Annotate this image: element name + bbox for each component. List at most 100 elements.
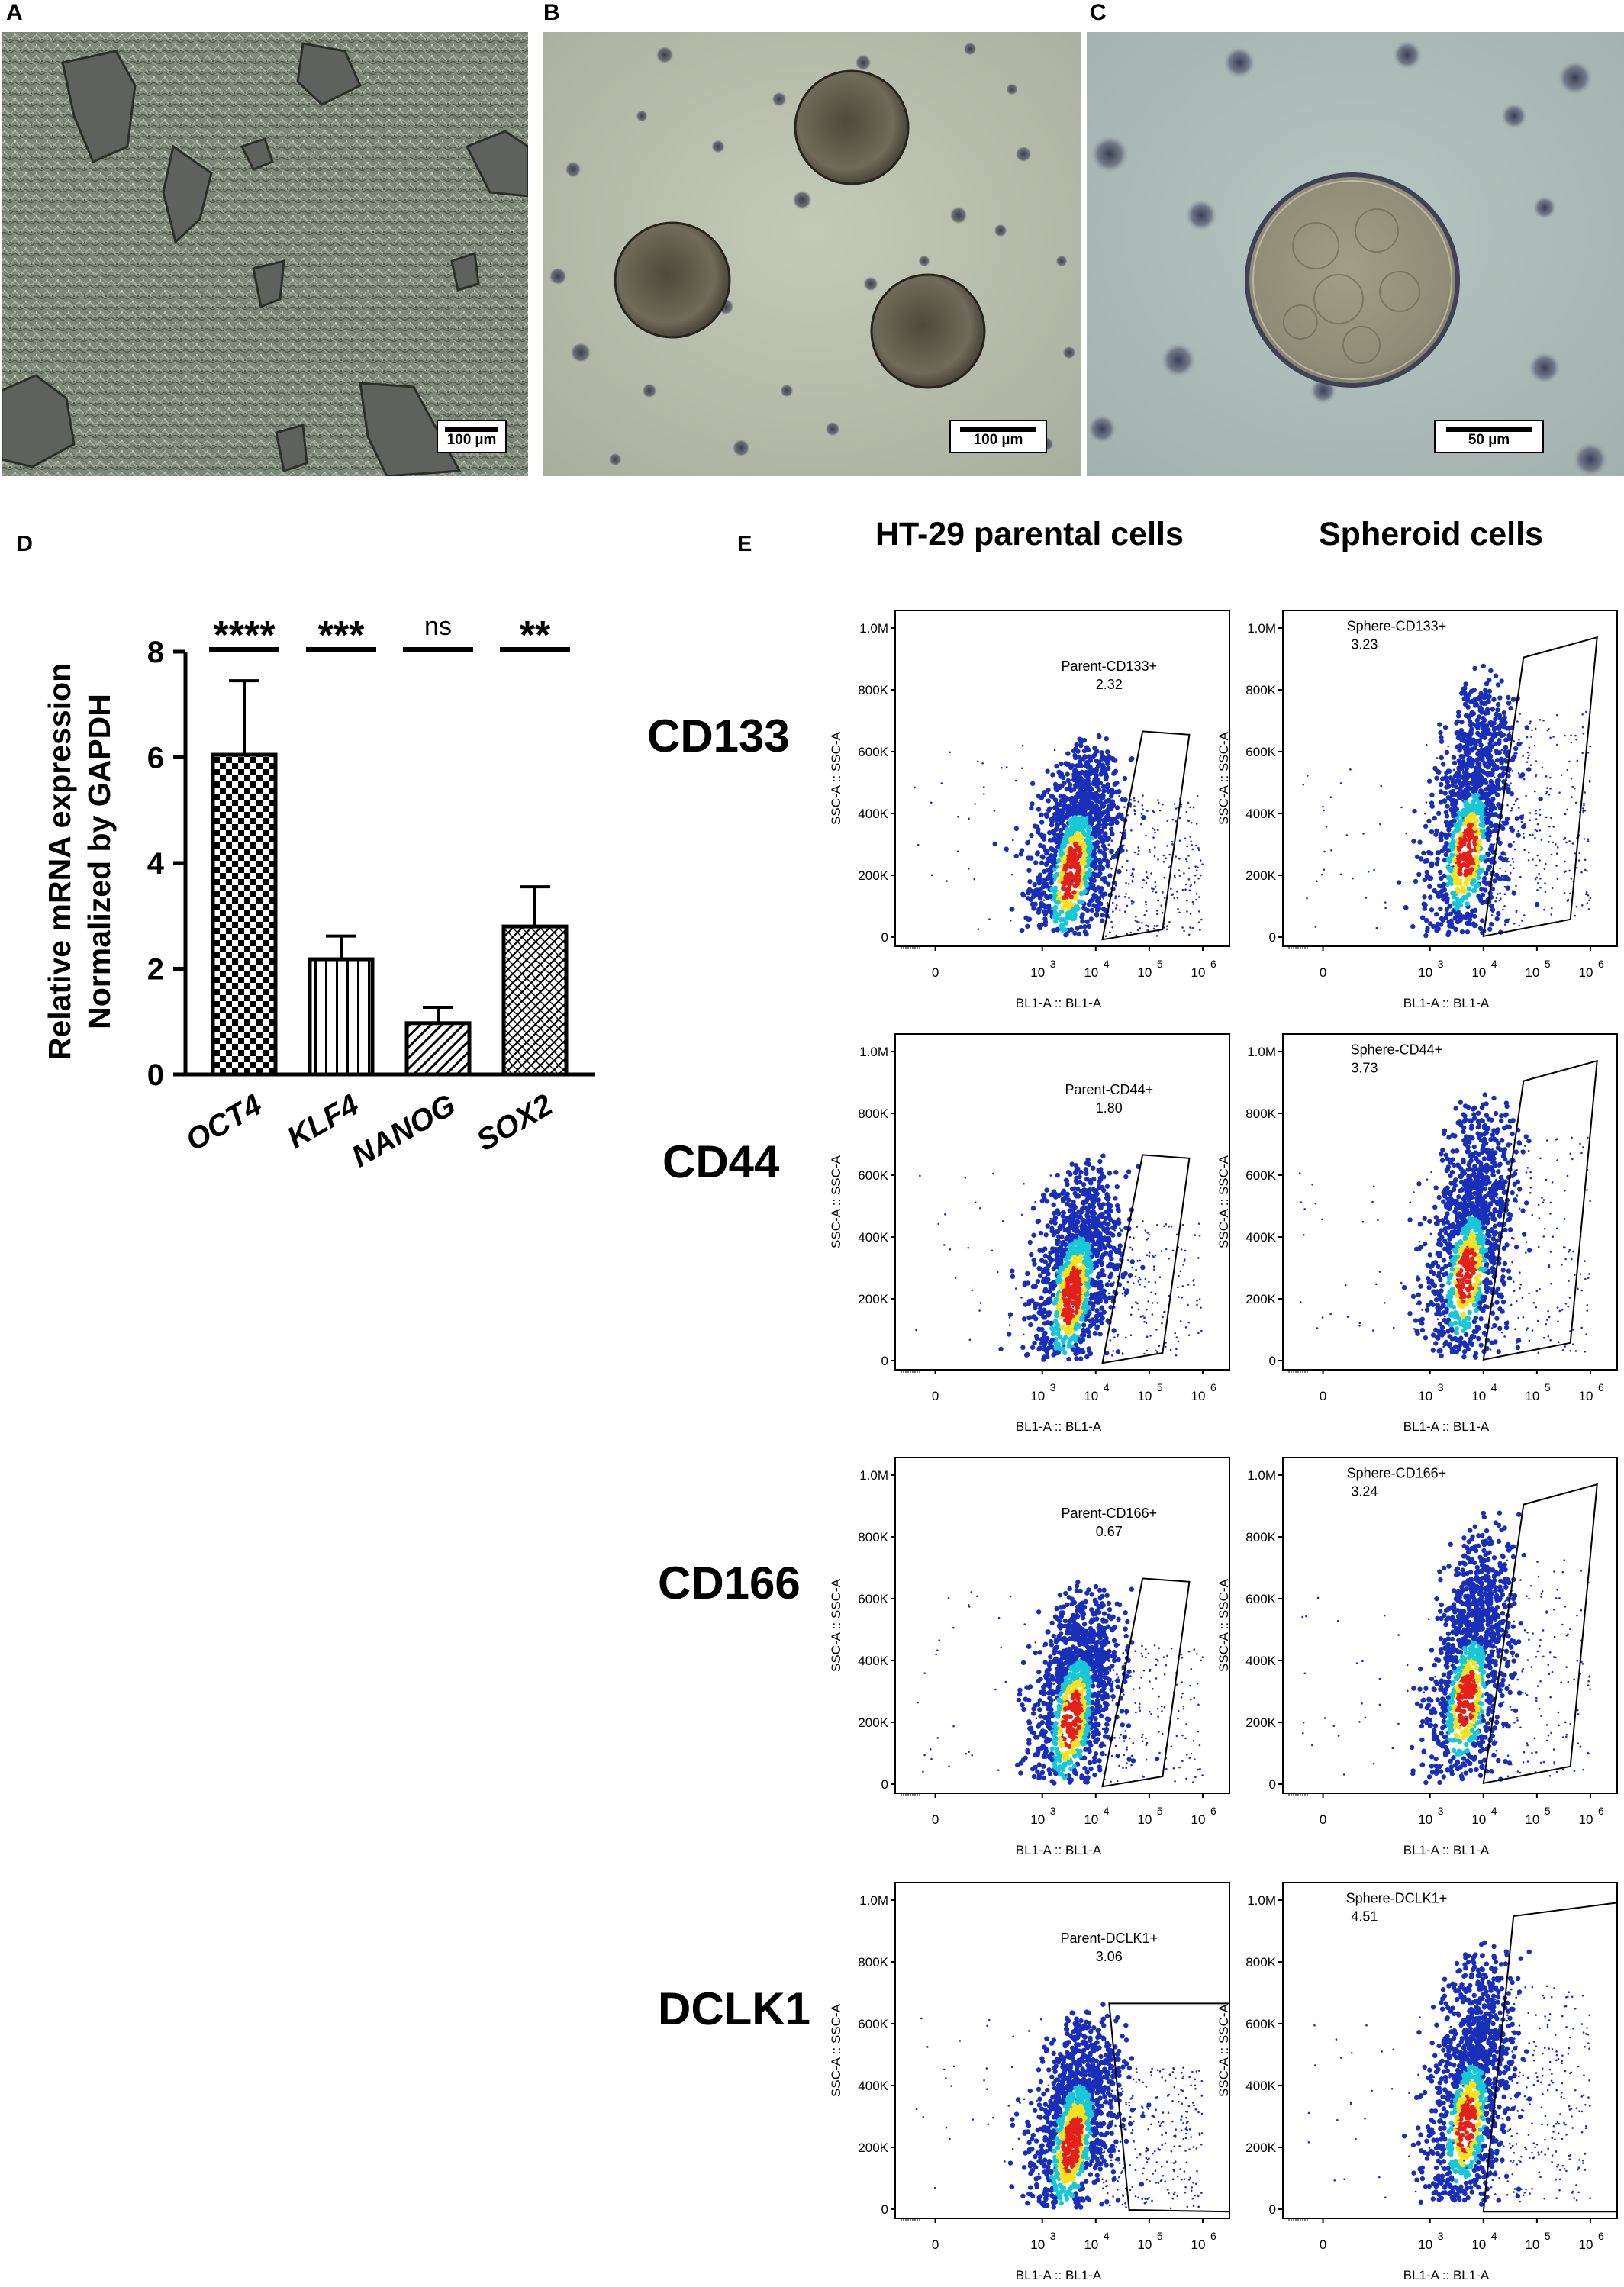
event-dot bbox=[1069, 832, 1074, 836]
event-dot bbox=[1589, 781, 1591, 783]
event-dot bbox=[1519, 876, 1522, 878]
event-dot bbox=[1065, 1236, 1070, 1241]
event-dot bbox=[1076, 868, 1081, 873]
event-dot bbox=[1582, 726, 1584, 729]
event-dot bbox=[1448, 1190, 1453, 1194]
event-dot bbox=[1088, 811, 1092, 816]
event-dot bbox=[1104, 1192, 1109, 1197]
event-dot bbox=[1087, 1310, 1091, 1315]
event-dot bbox=[1575, 739, 1577, 741]
event-dot bbox=[1451, 813, 1455, 818]
event-dot bbox=[1498, 716, 1500, 718]
event-dot bbox=[1149, 1335, 1152, 1337]
x-tick-exponent: 5 bbox=[1545, 1381, 1551, 1393]
event-dot bbox=[1497, 695, 1502, 700]
event-dot bbox=[1503, 877, 1508, 881]
event-dot bbox=[1459, 774, 1464, 778]
event-dot bbox=[1535, 902, 1539, 907]
event-dot bbox=[1155, 891, 1158, 894]
event-dot bbox=[1071, 1203, 1076, 1207]
event-dot bbox=[1537, 823, 1539, 826]
event-dot bbox=[1068, 820, 1073, 824]
event-dot bbox=[1165, 1223, 1168, 1226]
event-dot bbox=[1168, 1258, 1170, 1260]
event-dot bbox=[1124, 896, 1126, 898]
event-dot bbox=[1585, 711, 1587, 713]
event-dot bbox=[1105, 1184, 1110, 1189]
event-dot bbox=[1146, 1350, 1149, 1352]
event-dot bbox=[1084, 1167, 1088, 1171]
event-dot bbox=[1582, 807, 1584, 810]
event-dot bbox=[1078, 1214, 1082, 1219]
event-dot bbox=[1484, 831, 1489, 836]
event-dot bbox=[1100, 1154, 1105, 1158]
event-dot bbox=[1478, 1343, 1483, 1348]
event-dot bbox=[1182, 1224, 1184, 1226]
event-dot bbox=[914, 787, 916, 789]
event-dot bbox=[1411, 1294, 1416, 1299]
event-dot bbox=[1146, 929, 1149, 932]
event-dot bbox=[1065, 872, 1069, 877]
event-dot bbox=[1380, 785, 1382, 788]
event-dot bbox=[1432, 816, 1437, 820]
scale-bar-c-label: 50 µm bbox=[1436, 432, 1542, 449]
event-dot bbox=[1031, 906, 1036, 910]
event-dot bbox=[1522, 833, 1525, 835]
event-dot bbox=[1513, 923, 1516, 925]
panel-letter-c: C bbox=[1090, 0, 1107, 26]
event-dot bbox=[1200, 919, 1203, 921]
event-dot bbox=[1418, 1284, 1423, 1288]
event-dot bbox=[988, 918, 991, 920]
event-dot bbox=[1050, 1174, 1052, 1177]
event-dot bbox=[1566, 809, 1568, 811]
event-dot bbox=[1192, 901, 1194, 904]
event-dot bbox=[1168, 854, 1171, 856]
event-dot bbox=[1186, 846, 1188, 848]
event-dot bbox=[1058, 1265, 1063, 1270]
event-dot bbox=[1469, 833, 1474, 838]
event-dot bbox=[1119, 1220, 1121, 1222]
event-dot bbox=[1434, 912, 1439, 916]
event-dot bbox=[1521, 817, 1523, 820]
event-dot bbox=[1091, 1247, 1095, 1251]
event-dot bbox=[1055, 845, 1060, 849]
event-dot bbox=[1140, 1265, 1145, 1270]
event-dot bbox=[1046, 1313, 1051, 1317]
event-dot bbox=[1065, 1331, 1069, 1335]
event-dot bbox=[1411, 839, 1416, 843]
event-dot bbox=[949, 752, 951, 754]
event-dot bbox=[1033, 1302, 1037, 1306]
event-dot bbox=[1097, 1179, 1101, 1184]
event-dot bbox=[1584, 838, 1586, 840]
event-dot bbox=[1581, 713, 1584, 716]
event-dot bbox=[1506, 701, 1511, 705]
event-dot bbox=[1075, 804, 1080, 809]
event-dot bbox=[1471, 772, 1476, 777]
event-dot bbox=[1068, 788, 1073, 793]
event-dot bbox=[1081, 1200, 1086, 1205]
event-dot bbox=[1075, 1180, 1079, 1184]
event-dot bbox=[1113, 1281, 1115, 1284]
event-dot bbox=[1152, 827, 1154, 829]
event-dot bbox=[1107, 1216, 1111, 1220]
event-dot bbox=[1460, 781, 1464, 786]
event-dot bbox=[1030, 781, 1035, 786]
event-dot bbox=[1469, 763, 1474, 768]
event-dot bbox=[1474, 836, 1478, 840]
event-dot bbox=[1480, 822, 1484, 826]
event-dot bbox=[1516, 833, 1520, 837]
event-dot bbox=[1133, 875, 1135, 878]
event-dot bbox=[1171, 841, 1174, 843]
micrograph-monolayer: 100 µm bbox=[2, 32, 528, 476]
event-dot bbox=[1515, 816, 1519, 820]
event-dot bbox=[1170, 1349, 1172, 1351]
event-dot bbox=[1097, 1245, 1102, 1250]
event-dot bbox=[1455, 823, 1459, 827]
event-dot bbox=[1057, 837, 1062, 842]
event-dot bbox=[1138, 849, 1140, 852]
event-dot bbox=[1104, 800, 1106, 803]
event-dot bbox=[1447, 768, 1452, 773]
event-dot bbox=[973, 878, 975, 881]
event-dot bbox=[1105, 1197, 1110, 1202]
y-tick-label: 400K bbox=[858, 1230, 888, 1245]
